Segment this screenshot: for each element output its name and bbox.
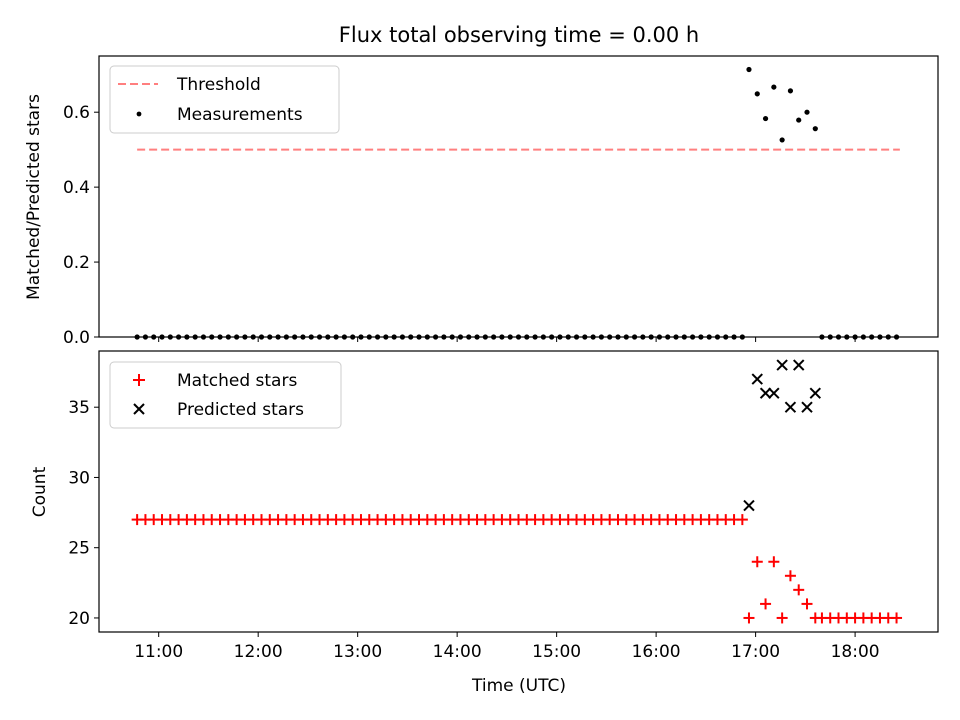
legend-predicted-swatch [133, 403, 145, 415]
matched-star-point [743, 612, 755, 624]
measurement-point [762, 115, 769, 122]
x-tick-label: 11:00 [134, 642, 183, 662]
matched-star-point [891, 612, 903, 624]
matched-star-point [760, 598, 772, 610]
matched-star-point [751, 556, 763, 568]
bottom-ticks: 11:00 12:00 13:00 14:00 15:00 16:00 17:00 18:00… [68, 398, 879, 662]
top-y-tick-label: 0.6 [63, 103, 90, 123]
top-axes-frame [98, 55, 939, 338]
measurement-point [804, 109, 810, 115]
x-axis-label: Time (UTC) [471, 676, 566, 696]
x-tick-label: 12:00 [234, 642, 283, 662]
measurement-point [754, 91, 760, 97]
matched-star-point [776, 612, 788, 624]
top-y-tick-label: 0.0 [63, 328, 90, 348]
top-y-tick-label: 0.4 [63, 178, 90, 198]
top-legend: Threshold Measurements [109, 65, 340, 134]
top-y-axis-label: Matched/Predicted stars [24, 94, 44, 300]
chart-title: Flux total observing time = 0.00 h [339, 23, 699, 47]
predicted-star-point [751, 373, 763, 385]
predicted-star-point [809, 387, 822, 399]
legend-measurements-label: Measurements [177, 105, 303, 125]
predicted-star-point [801, 401, 813, 413]
x-tick-label: 13:00 [333, 642, 382, 662]
matched-star-point [736, 514, 748, 526]
x-tick-label: 16:00 [632, 642, 681, 662]
x-tick-label: 15:00 [532, 642, 581, 662]
bottom-y-tick-label: 30 [68, 468, 90, 488]
predicted-star-point [768, 387, 780, 399]
legend-matched-label: Matched stars [177, 371, 297, 391]
predicted-star-point [743, 499, 755, 512]
bottom-legend-box [109, 361, 342, 429]
matched-star-point [768, 556, 780, 568]
x-tick-label: 14:00 [433, 642, 482, 662]
measurement-point [771, 84, 777, 90]
bottom-y-tick-label: 25 [68, 539, 90, 559]
bottom-legend: Matched stars Predicted stars [109, 361, 342, 429]
legend-measurements-swatch [136, 111, 142, 117]
bottom-y-tick-label: 35 [68, 398, 90, 418]
top-ticks: 0.0 0.2 0.4 0.6 [63, 103, 856, 348]
matched-star-point [793, 584, 805, 596]
top-y-tick-label: 0.2 [63, 253, 90, 273]
predicted-star-point [776, 359, 788, 371]
x-tick-label: 17:00 [731, 642, 780, 662]
legend-matched-swatch [133, 374, 145, 386]
measurement-point [787, 88, 794, 94]
measurement-point [812, 126, 818, 132]
legend-predicted-label: Predicted stars [177, 400, 304, 420]
bottom-data-layer [131, 359, 903, 624]
bottom-panel: 11:00 12:00 13:00 14:00 15:00 16:00 17:00 18:00… [30, 350, 939, 696]
bottom-y-axis-label: Count [30, 466, 50, 517]
matched-star-point [801, 598, 813, 610]
measurement-point [796, 117, 802, 123]
bottom-axes-frame [98, 350, 939, 633]
x-tick-label: 18:00 [831, 642, 880, 662]
top-panel: 0.0 0.2 0.4 0.6 Matched/Predicted stars Thr… [24, 55, 939, 348]
matched-star-point [784, 570, 796, 582]
top-legend-box [109, 65, 340, 134]
measurement-point [746, 66, 752, 73]
predicted-star-point [759, 387, 772, 399]
bottom-y-tick-label: 20 [68, 609, 90, 629]
legend-threshold-label: Threshold [176, 75, 261, 95]
predicted-star-point [793, 359, 805, 371]
measurement-point [779, 137, 785, 143]
predicted-star-point [784, 401, 797, 413]
